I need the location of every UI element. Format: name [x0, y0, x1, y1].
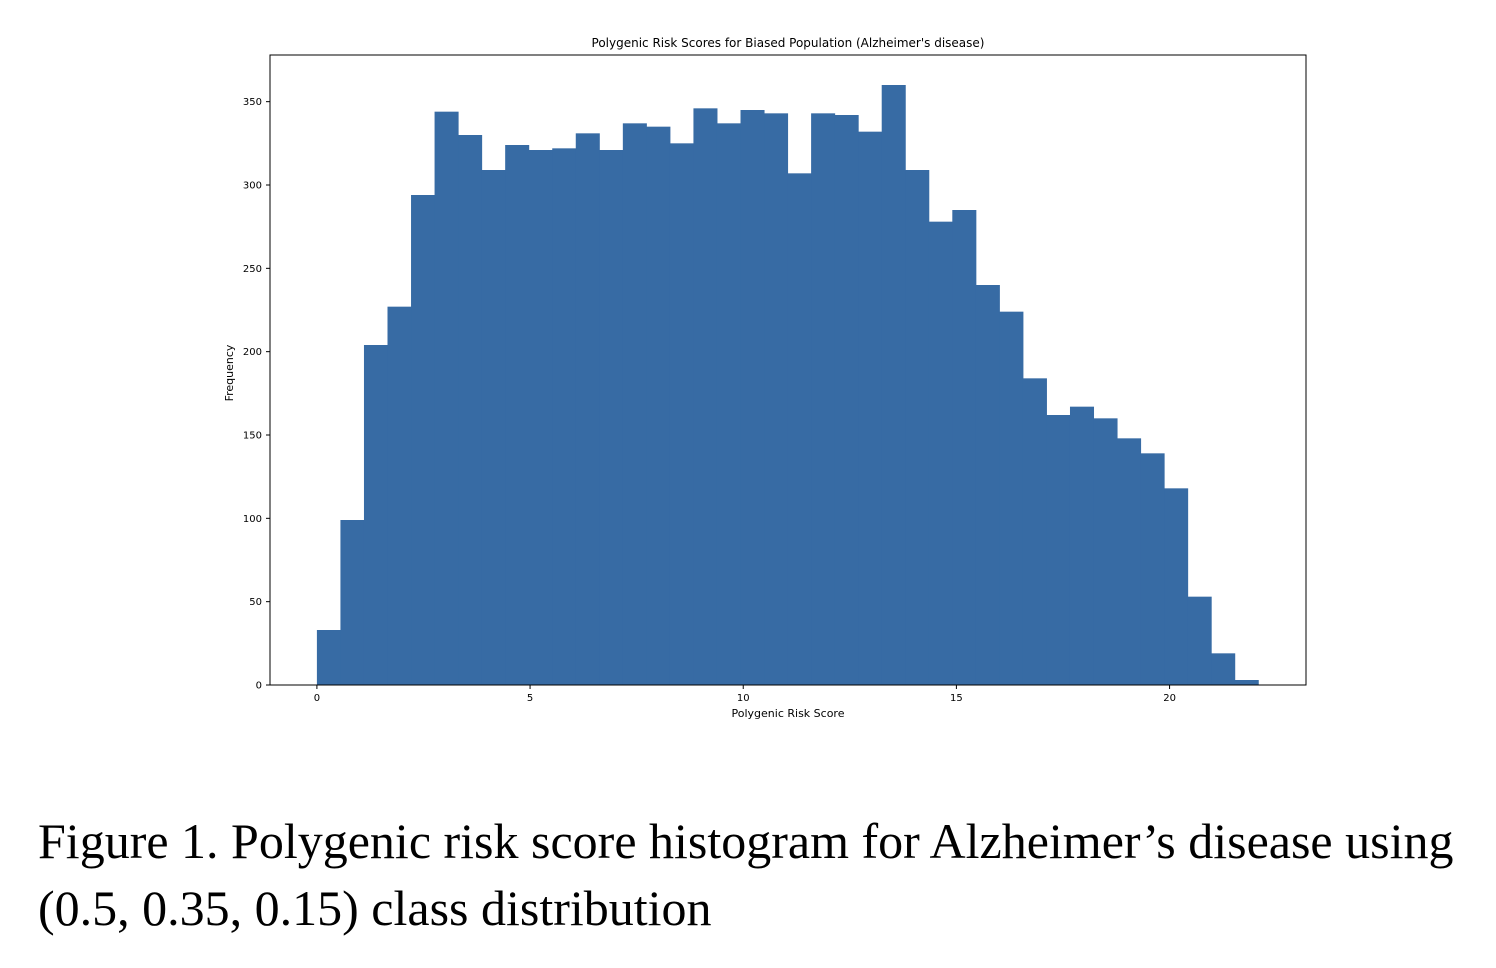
chart-title: Polygenic Risk Scores for Biased Populat…: [592, 36, 985, 50]
y-tick-label-50: 50: [249, 597, 262, 608]
histogram-bar-33: [1093, 418, 1118, 685]
histogram-bars: [316, 85, 1259, 686]
x-axis: 0 5 10 15 20: [314, 685, 1176, 704]
x-tick-label-10: 10: [737, 693, 750, 704]
histogram-bar-26: [928, 221, 953, 685]
y-tick-label-350: 350: [243, 97, 262, 108]
histogram-bar-7: [481, 170, 506, 685]
histogram-bar-20: [787, 173, 812, 686]
histogram-bar-21: [811, 113, 836, 686]
histogram-bar-9: [528, 150, 553, 685]
y-tick-label-150: 150: [243, 431, 262, 442]
histogram-bar-35: [1140, 453, 1165, 685]
histogram-bar-5: [434, 111, 459, 685]
y-tick-label-0: 0: [256, 681, 262, 692]
histogram-bar-12: [599, 150, 624, 685]
axes-frame: [269, 54, 1307, 686]
histogram-bar-36: [1164, 488, 1189, 685]
histogram-bar-6: [458, 135, 483, 685]
y-tick-label-300: 300: [243, 181, 262, 192]
x-tick-label-15: 15: [950, 693, 963, 704]
histogram-bar-22: [834, 115, 859, 685]
y-tick-label-250: 250: [243, 264, 262, 275]
figure-caption: Figure 1. Polygenic risk score histogram…: [38, 813, 1454, 936]
histogram-bar-32: [1069, 406, 1095, 685]
histogram-bar-15: [669, 143, 694, 686]
y-tick-label-100: 100: [243, 514, 262, 525]
histogram-bar-29: [999, 311, 1024, 685]
x-tick-label-5: 5: [527, 693, 533, 704]
x-tick-label-20: 20: [1163, 693, 1176, 704]
histogram-bar-3: [387, 306, 412, 685]
x-axis-label: Polygenic Risk Score: [732, 707, 845, 720]
histogram-bar-27: [952, 210, 977, 685]
histogram-bar-39: [1234, 680, 1259, 685]
histogram-bar-11: [575, 133, 600, 686]
histogram-bar-34: [1117, 438, 1142, 685]
histogram-bar-10: [552, 148, 577, 686]
x-tick-label-0: 0: [314, 693, 320, 704]
histogram-bar-14: [646, 126, 671, 685]
histogram-bar-23: [858, 131, 883, 685]
y-axis-label: Frequency: [223, 344, 236, 401]
histogram-bar-24: [881, 85, 906, 685]
histogram-bar-19: [764, 113, 789, 686]
y-tick-label-200: 200: [243, 347, 262, 358]
histogram-bar-31: [1046, 415, 1071, 685]
histogram-bar-28: [975, 285, 1000, 685]
histogram-bar-0: [316, 630, 341, 685]
histogram-bar-1: [340, 520, 365, 685]
histogram-bar-4: [411, 195, 436, 685]
histogram-bar-8: [505, 145, 530, 685]
y-axis: 0 50 100 150 200 250 300 350: [243, 97, 270, 692]
histogram-bar-13: [622, 123, 647, 686]
histogram-figure: Polygenic Risk Scores for Biased Populat…: [223, 36, 1307, 720]
histogram-bar-25: [905, 170, 930, 685]
histogram-bar-37: [1187, 596, 1212, 685]
histogram-bar-16: [693, 108, 718, 686]
histogram-bar-17: [716, 123, 742, 686]
histogram-bar-38: [1211, 653, 1236, 685]
histogram-bar-2: [363, 345, 388, 685]
histogram-bar-30: [1022, 378, 1047, 685]
histogram-bar-18: [740, 110, 765, 685]
